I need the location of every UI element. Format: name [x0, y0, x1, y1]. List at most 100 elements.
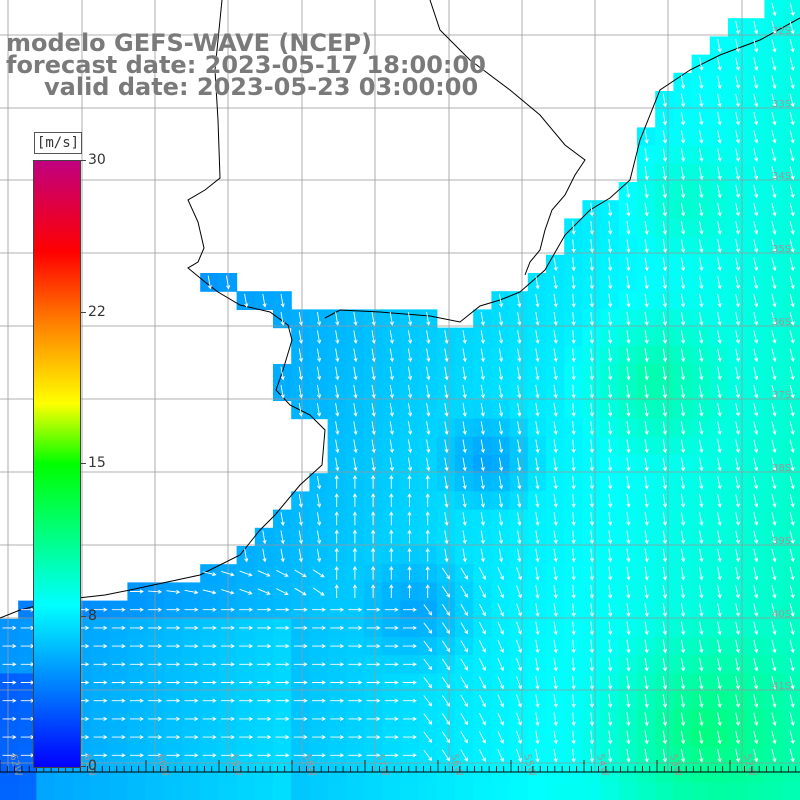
wind-arrow: [735, 39, 740, 53]
wind-arrow: [608, 220, 613, 235]
wind-cell: [782, 400, 800, 420]
wind-arrow: [298, 548, 303, 563]
wind-cell: [546, 764, 565, 784]
wind-arrow: [735, 657, 740, 672]
wind-arrow: [662, 439, 667, 454]
wind-arrow: [462, 439, 467, 454]
wind-arrow: [789, 366, 795, 381]
wind-cell: [746, 782, 765, 800]
wind-arrow: [608, 439, 613, 454]
wind-arrow: [257, 698, 272, 703]
wind-arrow: [516, 676, 522, 690]
wind-arrow: [662, 148, 667, 163]
wind-cell: [782, 709, 800, 729]
wind-arrow: [407, 348, 413, 363]
wind-arrow: [239, 607, 254, 612]
wind-cell: [254, 764, 274, 784]
wind-cell: [782, 218, 800, 238]
wind-arrow: [699, 694, 704, 709]
wind-arrow: [699, 475, 704, 490]
wind-cell: [709, 764, 729, 784]
wind-arrow: [444, 421, 449, 436]
wind-arrow: [699, 312, 704, 326]
wind-arrow: [626, 275, 631, 290]
wind-cell: [236, 764, 256, 784]
wind-arrow: [517, 548, 522, 563]
wind-arrow: [426, 457, 431, 472]
wind-arrow: [735, 512, 740, 526]
wind-arrow: [460, 603, 468, 617]
wind-arrow: [771, 39, 777, 53]
wind-arrow: [680, 348, 686, 363]
wind-arrow: [662, 748, 667, 763]
wind-arrow: [478, 712, 486, 726]
wind-arrow: [93, 735, 108, 740]
wind-arrow: [753, 111, 759, 126]
wind-arrow: [535, 421, 540, 436]
wind-arrow: [699, 130, 704, 144]
wind-arrow: [626, 530, 631, 545]
wind-arrow: [735, 93, 740, 108]
wind-arrow: [275, 662, 290, 667]
wind-arrow: [553, 403, 558, 417]
wind-cell: [54, 764, 74, 784]
wind-arrow: [789, 184, 795, 199]
wind-arrow: [644, 184, 649, 199]
wind-arrow: [644, 148, 649, 163]
wind-arrow: [717, 257, 722, 272]
wind-arrow: [644, 439, 649, 454]
wind-cell: [782, 364, 800, 383]
wind-arrow: [753, 20, 759, 35]
wind-arrow: [717, 148, 722, 163]
wind-arrow: [384, 662, 399, 667]
wind-arrow: [571, 275, 576, 290]
wind-cell: [127, 782, 147, 800]
wind-cell: [673, 764, 693, 784]
wind-arrow: [735, 75, 740, 90]
wind-arrow: [423, 749, 433, 762]
wind-arrow: [626, 730, 631, 745]
wind-arrow: [184, 589, 199, 595]
wind-arrow: [789, 75, 795, 90]
wind-arrow: [425, 565, 430, 580]
wind-arrow: [460, 694, 468, 708]
wind-arrow: [717, 39, 722, 53]
wind-arrow: [771, 748, 777, 763]
wind-arrow: [626, 657, 631, 672]
wind-arrow: [589, 366, 594, 381]
wind-arrow: [426, 403, 431, 417]
wind-arrow: [480, 348, 485, 363]
wind-cell: [637, 782, 656, 800]
wind-cell: [418, 782, 438, 800]
wind-arrow: [334, 565, 339, 580]
wind-arrow: [789, 621, 795, 636]
wind-arrow: [425, 547, 430, 562]
wind-arrow: [553, 566, 558, 581]
wind-arrow: [202, 680, 217, 685]
wind-arrow: [735, 20, 740, 35]
wind-arrow: [699, 512, 704, 527]
wind-arrow: [498, 421, 504, 436]
wind-arrow: [312, 735, 326, 740]
wind-cell: [291, 764, 310, 784]
wind-arrow: [626, 403, 631, 417]
wind-arrow: [498, 403, 504, 417]
wind-arrow: [498, 312, 504, 326]
wind-arrow: [589, 621, 594, 636]
wind-arrow: [553, 657, 558, 672]
wind-cell: [782, 564, 800, 583]
wind-arrow: [298, 494, 303, 508]
wind-arrow: [257, 680, 272, 685]
wind-arrow: [717, 676, 722, 690]
wind-arrow: [517, 457, 522, 472]
wind-arrow: [460, 622, 468, 635]
wind-arrow: [680, 293, 686, 308]
wind-arrow: [753, 566, 759, 581]
wind-arrow: [462, 366, 467, 381]
wind-arrow: [662, 366, 667, 381]
wind-arrow: [389, 529, 394, 544]
wind-arrow: [771, 439, 777, 454]
wind-arrow: [699, 57, 704, 72]
wind-arrow: [93, 644, 108, 649]
